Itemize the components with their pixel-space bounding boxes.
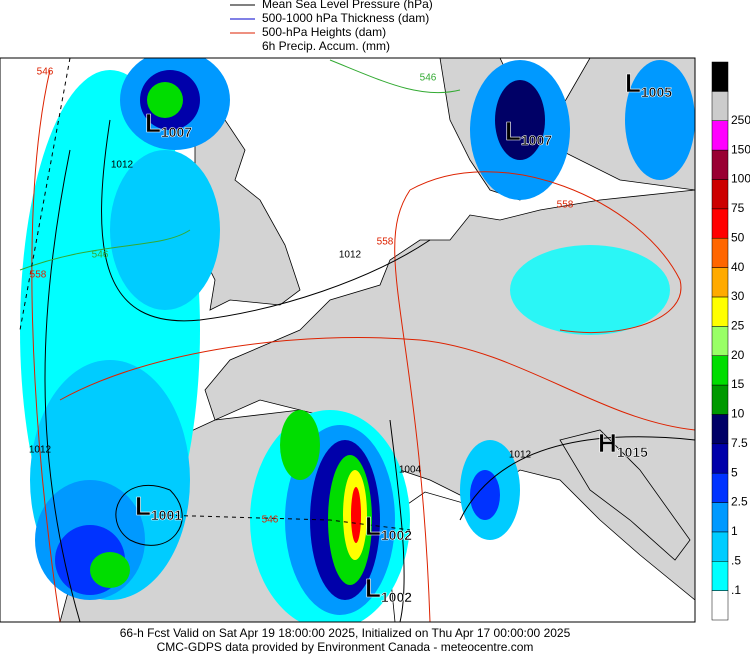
colorbar-label: .5 xyxy=(731,553,741,567)
contour-label: 546 xyxy=(262,515,279,526)
map-frame xyxy=(0,57,696,623)
colorbar-segment xyxy=(711,502,729,533)
colorbar-segment xyxy=(711,326,729,356)
contour-label: 546 xyxy=(420,73,437,84)
colorbar-label: 5 xyxy=(731,465,738,479)
colorbar-segment xyxy=(711,355,729,386)
colorbar-segment xyxy=(711,267,729,298)
contour-label: 1012 xyxy=(29,445,52,456)
pressure-letter: L xyxy=(505,116,521,146)
contour-label: 558 xyxy=(30,270,47,281)
colorbar-segment xyxy=(711,120,729,151)
legend-label: 6h Precip. Accum. (mm) xyxy=(262,39,390,53)
contour-label: 1004 xyxy=(399,465,422,476)
colorbar-label: 250 xyxy=(731,113,750,127)
colorbar-segment xyxy=(711,414,729,445)
pressure-center: H1015 xyxy=(598,428,648,460)
colorbar-label: 2.5 xyxy=(731,495,748,509)
colorbar-segment xyxy=(711,237,729,268)
colorbar-segment xyxy=(711,179,729,210)
pressure-value: 1001 xyxy=(151,507,182,523)
pressure-letter: L xyxy=(135,491,151,521)
pressure-value: 1005 xyxy=(641,84,672,100)
colorbar-label: 50 xyxy=(731,230,745,244)
contour-label: 558 xyxy=(557,200,574,211)
colorbar-segment xyxy=(711,561,729,591)
colorbar: .1 .5 1 2.5 5 7.5 10 15 20 25 30 40 50 75 100 150 250 xyxy=(711,61,750,621)
pressure-value: 1002 xyxy=(381,589,412,605)
contour-label: 546 xyxy=(37,67,54,78)
legend-label: Mean Sea Level Pressure (hPa) xyxy=(262,0,433,11)
pressure-letter: L xyxy=(625,68,641,98)
colorbar-label: 150 xyxy=(731,142,750,156)
pressure-value: 1007 xyxy=(521,132,552,148)
contours xyxy=(19,58,695,622)
colorbar-label: 75 xyxy=(731,201,745,215)
contour-label: 558 xyxy=(377,237,394,248)
italy xyxy=(559,429,691,561)
pressure-value: 1002 xyxy=(381,527,412,543)
colorbar-label: 40 xyxy=(731,260,745,274)
colorbar-label: 15 xyxy=(731,377,745,391)
pressure-letter: L xyxy=(365,573,381,603)
colorbar-segment xyxy=(711,61,729,92)
pressure-center: L1001 xyxy=(135,491,182,523)
colorbar-label: 7.5 xyxy=(731,436,748,450)
pressure-value: 1007 xyxy=(161,124,192,140)
pressure-center: L1007 xyxy=(145,108,192,140)
footer-line: 66-h Fcst Valid on Sat Apr 19 18:00:00 2… xyxy=(120,626,571,640)
colorbar-segment xyxy=(711,443,729,474)
legend-label: 500-1000 hPa Thickness (dam) xyxy=(262,11,429,25)
colorbar-segment xyxy=(711,384,729,415)
legend-label: 500-hPa Heights (dam) xyxy=(262,25,386,39)
pressure-center: L1007 xyxy=(505,116,552,148)
pressure-letter: L xyxy=(145,108,161,138)
pressure-center: L1002 xyxy=(365,511,412,543)
colorbar-label: 100 xyxy=(731,172,750,186)
colorbar-label: 10 xyxy=(731,407,745,421)
pressure-value: 1015 xyxy=(617,444,648,460)
colorbar-label: 25 xyxy=(731,318,745,332)
precipitation xyxy=(20,58,695,622)
colorbar-label: 1 xyxy=(731,524,738,538)
legend: Mean Sea Level Pressure (hPa)500-1000 hP… xyxy=(230,0,433,53)
pressure-center: L1002 xyxy=(365,573,412,605)
contour-label: 1012 xyxy=(111,160,134,171)
colorbar-label: .1 xyxy=(731,583,741,597)
contour-label: 546 xyxy=(92,250,109,261)
contour-label: 1012 xyxy=(339,250,362,261)
pressure-letter: H xyxy=(598,428,617,458)
colorbar-label: 20 xyxy=(731,348,745,362)
colorbar-segment xyxy=(711,149,729,180)
colorbar-segment xyxy=(711,472,729,503)
colorbar-segment xyxy=(711,531,729,562)
pressure-center: L1005 xyxy=(625,68,672,100)
pressure-letter: L xyxy=(365,511,381,541)
colorbar-segment xyxy=(711,590,729,621)
colorbar-segment xyxy=(711,91,729,121)
colorbar-segment xyxy=(711,208,729,239)
contour-label: 1012 xyxy=(509,450,532,461)
footer-line: CMC-GDPS data provided by Environment Ca… xyxy=(157,640,534,654)
colorbar-segment xyxy=(711,296,729,327)
colorbar-label: 30 xyxy=(731,289,745,303)
